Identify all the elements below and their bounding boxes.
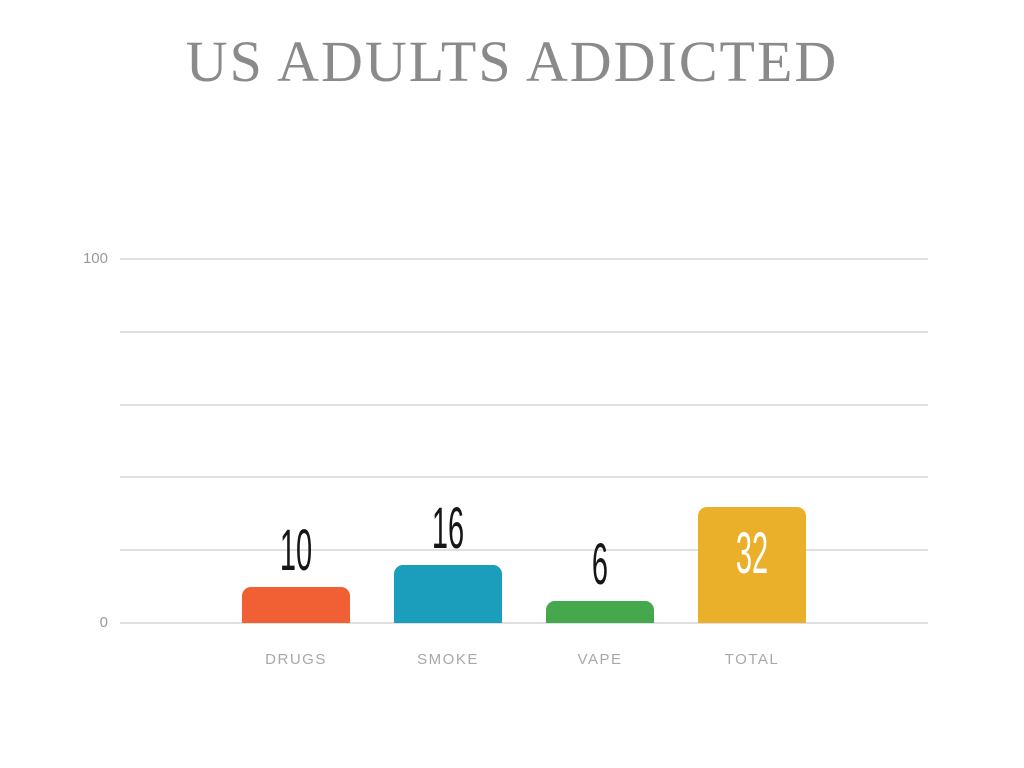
bar-drugs — [242, 586, 350, 623]
x-axis-label-smoke: SMOKE — [417, 651, 479, 668]
bar-vape — [546, 601, 654, 623]
gridline-60 — [120, 403, 928, 406]
chart-title: US ADULTS ADDICTED — [185, 29, 839, 94]
y-axis-tick-label-0: 0 — [99, 614, 108, 631]
value-label-total: 32 — [735, 520, 769, 586]
gridlines-layer: 100 0 — [83, 250, 928, 631]
value-label-vape: 6 — [591, 532, 609, 598]
x-axis-label-total: TOTAL — [724, 651, 780, 668]
y-axis-tick-label-100: 100 — [82, 250, 108, 267]
bar-smoke — [394, 564, 502, 623]
gridline-80 — [120, 330, 928, 333]
bars-layer: 10 DRUGS 16 SMOKE 6 VAPE 32 TOTAL — [120, 259, 928, 668]
gridline-100 — [120, 258, 928, 260]
gridline-20 — [120, 549, 928, 552]
gridline-40 — [120, 476, 928, 479]
x-axis-label-vape: VAPE — [577, 651, 623, 668]
x-axis-label-drugs: DRUGS — [265, 651, 327, 668]
value-label-smoke: 16 — [431, 495, 465, 561]
bar-total — [698, 506, 806, 623]
value-label-drugs: 10 — [279, 517, 313, 583]
plot-area: 100 0 10 DRUGS 16 SMOKE 6 VAPE 32 TOTAL — [83, 250, 928, 668]
gridline-0 — [120, 622, 928, 624]
